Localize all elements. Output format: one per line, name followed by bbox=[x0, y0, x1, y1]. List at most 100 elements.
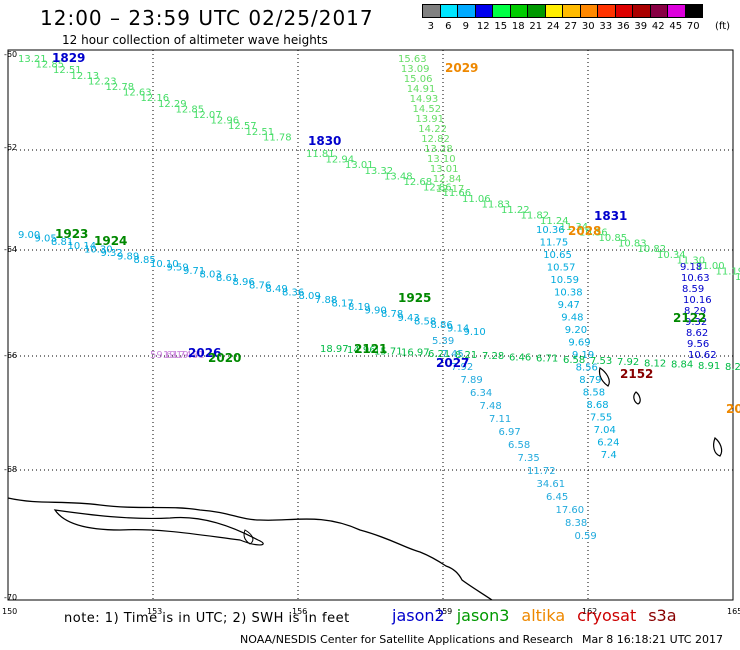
track-value: 10.65 bbox=[543, 250, 572, 261]
track-value: 10.38 bbox=[554, 288, 583, 299]
track-value: 12.29 bbox=[158, 99, 187, 110]
track-value: 12.84 bbox=[433, 174, 462, 185]
track-value: 9.32 bbox=[685, 317, 707, 328]
track-value: 11.30 bbox=[677, 255, 706, 266]
track-value: 7.45 bbox=[442, 349, 464, 360]
track-value: 8.2 bbox=[725, 362, 740, 373]
track-value: 12.13 bbox=[71, 71, 100, 82]
track-value: 8.81 bbox=[51, 237, 73, 248]
legend-label: 3 bbox=[427, 21, 434, 32]
track-value: 14.22 bbox=[418, 124, 447, 135]
track-value: 12.82 bbox=[421, 134, 450, 145]
track-value: 7.48 bbox=[480, 401, 502, 412]
track-value: 11.81 bbox=[306, 149, 335, 160]
track-value: 9.71 bbox=[183, 266, 205, 277]
track-value: 8.19 bbox=[348, 302, 370, 313]
track-value: 12.96 bbox=[211, 116, 240, 127]
satellite-cryosat: cryosat bbox=[577, 606, 637, 625]
track-value: 18.97 bbox=[320, 344, 349, 355]
track-value: 10.30 bbox=[84, 244, 113, 255]
track-value: 6.24 bbox=[597, 438, 619, 449]
track-value: 11.78 bbox=[263, 132, 292, 143]
island-balleny-1 bbox=[598, 367, 610, 387]
track-value: 5.39 bbox=[432, 336, 454, 347]
satellite-jason2: jason2 bbox=[392, 606, 445, 625]
track-value: 19.74 bbox=[163, 350, 192, 361]
track-value: 8.29 bbox=[684, 306, 706, 317]
track-value: 10.36 bbox=[579, 227, 608, 238]
track-value: 8.12 bbox=[644, 358, 666, 369]
track-value: 9.18 bbox=[680, 262, 702, 273]
track-value: 12.68 bbox=[404, 177, 433, 188]
satellite-legend: jason2 jason3 altika cryosat s3a bbox=[392, 606, 677, 625]
map-frame bbox=[7, 49, 734, 601]
track-value: 11.66 bbox=[443, 188, 472, 199]
track-value: 8.96 bbox=[233, 277, 255, 288]
track-value: 19.81 bbox=[176, 350, 205, 361]
track-value: 9.14 bbox=[447, 324, 469, 335]
track-value: 6.71 bbox=[536, 354, 558, 365]
track-value: 8.49 bbox=[266, 284, 288, 295]
track-value: 9.56 bbox=[687, 339, 709, 350]
track-value: 6.45 bbox=[546, 492, 568, 503]
track-value: 9.20 bbox=[565, 325, 587, 336]
satellite-altika: altika bbox=[521, 606, 566, 625]
coastline bbox=[7, 497, 493, 601]
lon-tick-label: 150 bbox=[2, 607, 17, 616]
track-value: 8.36 bbox=[282, 288, 304, 299]
time-label-2152: 2152 bbox=[620, 367, 653, 381]
track-value: 8.58 bbox=[583, 388, 605, 399]
track-value: 13.91 bbox=[415, 114, 444, 125]
track-value: 0.59 bbox=[575, 531, 597, 542]
coastline-island bbox=[53, 509, 264, 546]
track-value: 14.91 bbox=[407, 84, 436, 95]
time-label-1829: 1829 bbox=[52, 51, 85, 65]
lat-tick-label: -64 bbox=[4, 245, 17, 254]
track-value: 14.96 bbox=[347, 345, 376, 356]
lat-tick-label: -62 bbox=[4, 143, 17, 152]
time-label-1830: 1830 bbox=[308, 134, 341, 148]
island-balleny-2 bbox=[633, 391, 641, 405]
legend-label: 36 bbox=[616, 21, 630, 32]
track-value: 13.01 bbox=[345, 160, 374, 171]
color-legend bbox=[422, 4, 703, 18]
time-label-2026: 2026 bbox=[188, 346, 221, 360]
track-value: 11.19 bbox=[716, 267, 740, 278]
track-value: 13.09 bbox=[401, 64, 430, 75]
time-label-2020: 2020 bbox=[208, 351, 241, 365]
legend-label: 39 bbox=[634, 21, 648, 32]
track-value: 11.06 bbox=[462, 194, 491, 205]
track-value: 11.00 bbox=[735, 272, 740, 283]
track-value: 8.17 bbox=[332, 298, 354, 309]
track-value: 8.03 bbox=[200, 270, 222, 281]
track-value: 10.62 bbox=[688, 350, 717, 361]
legend-label: 70 bbox=[686, 21, 700, 32]
track-value: 8.58 bbox=[414, 316, 436, 327]
legend-label: 15 bbox=[494, 21, 508, 32]
track-value: 9.05 bbox=[35, 234, 57, 245]
page-subtitle: 12 hour collection of altimeter wave hei… bbox=[62, 33, 328, 47]
track-value: 10.10 bbox=[150, 259, 179, 270]
track-value: 10.85 bbox=[599, 233, 628, 244]
time-label-2028: 2028 bbox=[568, 224, 601, 238]
track-value: 7.04 bbox=[594, 425, 616, 436]
track-value: 16.97 bbox=[401, 348, 430, 359]
coastline-islet bbox=[243, 529, 254, 545]
track-value: 9.89 bbox=[117, 252, 139, 263]
track-value: 9.59 bbox=[167, 262, 189, 273]
track-value: 8.86 bbox=[431, 320, 453, 331]
track-value: 6.58 bbox=[508, 440, 530, 451]
track-value: 14.93 bbox=[410, 94, 439, 105]
track-value: 9.69 bbox=[568, 338, 590, 349]
legend-labels: 3 6 9 12 15 18 21 24 27 30 33 36 39 42 45 70 bbox=[422, 21, 702, 32]
track-value: 7.55 bbox=[590, 413, 612, 424]
track-value: 9.48 bbox=[561, 313, 583, 324]
track-value: 11.34 bbox=[560, 222, 589, 233]
satellite-jason3: jason3 bbox=[456, 606, 510, 625]
track-value: 6.46 bbox=[509, 352, 531, 363]
track-value: 9.90 bbox=[365, 306, 387, 317]
track-value: 15.63 bbox=[398, 54, 427, 65]
legend-unit: (ft) bbox=[715, 21, 731, 32]
lat-tick-label: -60 bbox=[4, 50, 17, 59]
